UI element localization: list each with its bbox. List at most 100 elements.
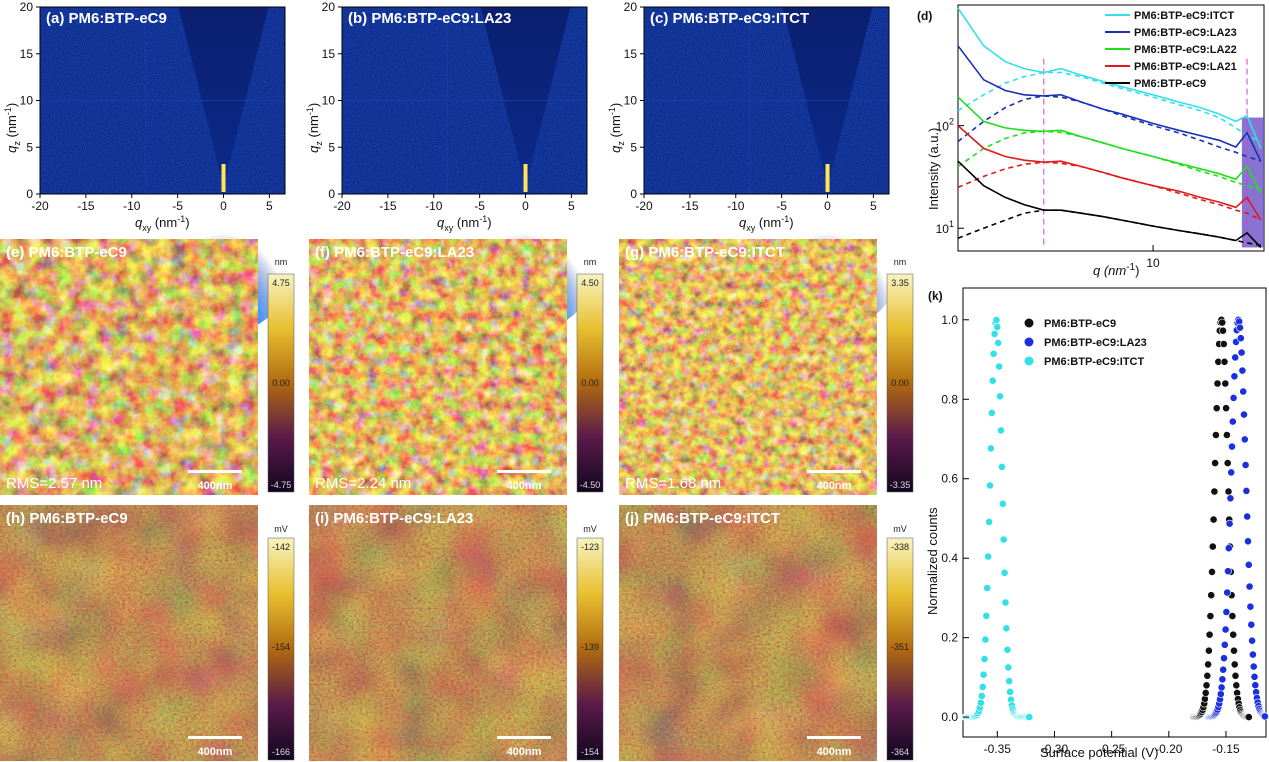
giwaxs-ylabel: qz (nm-1) — [305, 103, 324, 153]
chart-d-ticks: 101 102 10 — [936, 117, 1160, 270]
data-point — [1244, 537, 1252, 546]
data-point — [1206, 612, 1215, 620]
y-tick-label: 10 — [322, 94, 336, 108]
data-point — [1005, 677, 1014, 686]
saxs-intensity-chart: (d) q (nm-1) Intensity (a.u.) 101 102 10 P… — [917, 4, 1265, 278]
chart-k-ylabel: Normalized counts — [925, 507, 940, 615]
colorbar-mid: 0.00 — [891, 378, 909, 388]
y-tick-label: 5 — [328, 140, 335, 154]
legend-marker — [1024, 356, 1034, 366]
data-point — [1219, 665, 1228, 674]
data-point — [1236, 323, 1244, 332]
chart-d-label: (d) — [917, 9, 932, 23]
data-point — [1232, 681, 1241, 690]
data-point — [1205, 630, 1214, 639]
data-point — [1223, 459, 1232, 467]
kpfm-panel-title: (i) PM6:BTP-eC9:LA23 — [315, 510, 473, 527]
data-point — [1230, 372, 1239, 381]
colorbar-max: -123 — [581, 542, 599, 552]
chart-d-legend: PM6:BTP-eC9:ITCT PM6:BTP-eC9:LA23 PM6:BTP-… — [1105, 10, 1237, 90]
colorbar — [576, 537, 604, 761]
legend-marker — [1024, 318, 1034, 328]
y-tick-label: 0.6 — [941, 472, 958, 486]
y-tick-label: 0.4 — [941, 551, 958, 565]
x-tick-label: -0.30 — [1041, 742, 1069, 756]
chart-k-plot-area — [961, 315, 1269, 721]
colorbar-max: 3.35 — [891, 278, 909, 288]
legend-label: PM6:BTP-eC9 — [1134, 78, 1206, 90]
x-tick-label: -20 — [31, 199, 49, 213]
giwaxs-ylabel: qz (nm-1) — [607, 103, 626, 153]
data-point — [983, 584, 992, 592]
scale-bar-label: 400nm — [817, 480, 852, 492]
colorbar — [267, 273, 295, 493]
y-tick-label: 5 — [26, 140, 33, 154]
data-point — [1228, 442, 1236, 451]
data-point — [1224, 487, 1233, 496]
data-point — [1238, 366, 1247, 375]
series-fit-line-2 — [957, 130, 1261, 190]
x-tick-label: -5 — [776, 199, 787, 213]
giwaxs-missing-wedge — [782, 7, 873, 179]
giwaxs-beam-spot — [825, 164, 830, 192]
data-point — [1230, 646, 1238, 655]
colorbar-max: 4.50 — [581, 278, 599, 288]
data-point — [987, 408, 996, 417]
data-point — [1203, 671, 1212, 680]
colorbar-mid: -139 — [581, 642, 599, 652]
legend-label: PM6:BTP-eC9:LA21 — [1134, 61, 1237, 73]
afm-topography-image — [309, 239, 567, 495]
data-point — [1205, 646, 1213, 655]
scale-bar-label: 400nm — [817, 746, 852, 758]
x-tick-label: -0.15 — [1212, 742, 1240, 756]
x-tick-label: -10 — [425, 199, 443, 213]
data-point — [1227, 468, 1236, 477]
scale-bar-label: 400nm — [507, 480, 542, 492]
data-point — [1237, 348, 1246, 357]
data-point — [1218, 318, 1227, 327]
data-point — [1226, 494, 1235, 503]
x-tick-label: -15 — [681, 199, 699, 213]
x-tick-label: -20 — [635, 199, 653, 213]
data-point — [998, 499, 1007, 508]
series-fit-line-3 — [957, 161, 1262, 221]
series-line-1 — [957, 45, 1262, 162]
y-tick-label: 0.2 — [941, 631, 958, 645]
y-tick-label: 20 — [322, 0, 336, 14]
giwaxs-panel-title: (b) PM6:BTP-eC9:LA23 — [348, 10, 511, 27]
y-tick-label: 5 — [630, 140, 637, 154]
series-line-4 — [957, 160, 1262, 248]
colorbar-unit: mV — [583, 524, 597, 534]
scale-bar-label: 400nm — [198, 480, 233, 492]
colorbar-unit: nm — [894, 257, 907, 267]
giwaxs-panel-0: (a) PM6:BTP-eC9 -20 -15 -10 -5 0 5 0 5 10 15 20 qxy … — [3, 0, 319, 334]
giwaxs-beam-spot — [221, 164, 226, 192]
y-tick-label: 101 — [936, 219, 954, 236]
chart-d-plot-area — [957, 7, 1264, 248]
data-point — [1222, 404, 1230, 413]
data-point — [1249, 650, 1257, 659]
chart-k-label: (k) — [928, 289, 943, 303]
legend-label: PM6:BTP-eC9:LA23 — [1134, 27, 1237, 39]
legend-label: PM6:BTP-eC9:LA22 — [1134, 44, 1237, 56]
data-point — [1209, 515, 1218, 524]
y-tick-label: 10 — [20, 94, 34, 108]
afm-panels: (e) PM6:BTP-eC9 RMS=2.57 nm 400nm nm 4.75 0.0… — [0, 239, 914, 495]
colorbar-min: -4.75 — [271, 480, 292, 490]
data-point — [1025, 713, 1034, 721]
y-tick-label: 15 — [624, 47, 638, 61]
x-tick-label: 5 — [568, 199, 575, 213]
data-point — [996, 392, 1004, 401]
colorbar-mid: 0.00 — [272, 378, 290, 388]
legend-label: PM6:BTP-eC9:ITCT — [1134, 10, 1235, 22]
data-point — [977, 692, 986, 700]
colorbar-mid: -154 — [272, 642, 290, 652]
data-point — [995, 362, 1003, 371]
data-point — [981, 635, 990, 644]
scale-bar — [497, 736, 551, 739]
kpfm-panel-2: (j) PM6:BTP-eC9:ITCT 400nm mV -338 -351 -364 — [619, 505, 914, 761]
chart-k-xlabel: Surface potential (V) — [1040, 745, 1159, 760]
scale-bar — [188, 470, 242, 473]
chart-d-xlabel: q (nm-1) — [1093, 262, 1139, 278]
data-point — [1244, 713, 1253, 721]
